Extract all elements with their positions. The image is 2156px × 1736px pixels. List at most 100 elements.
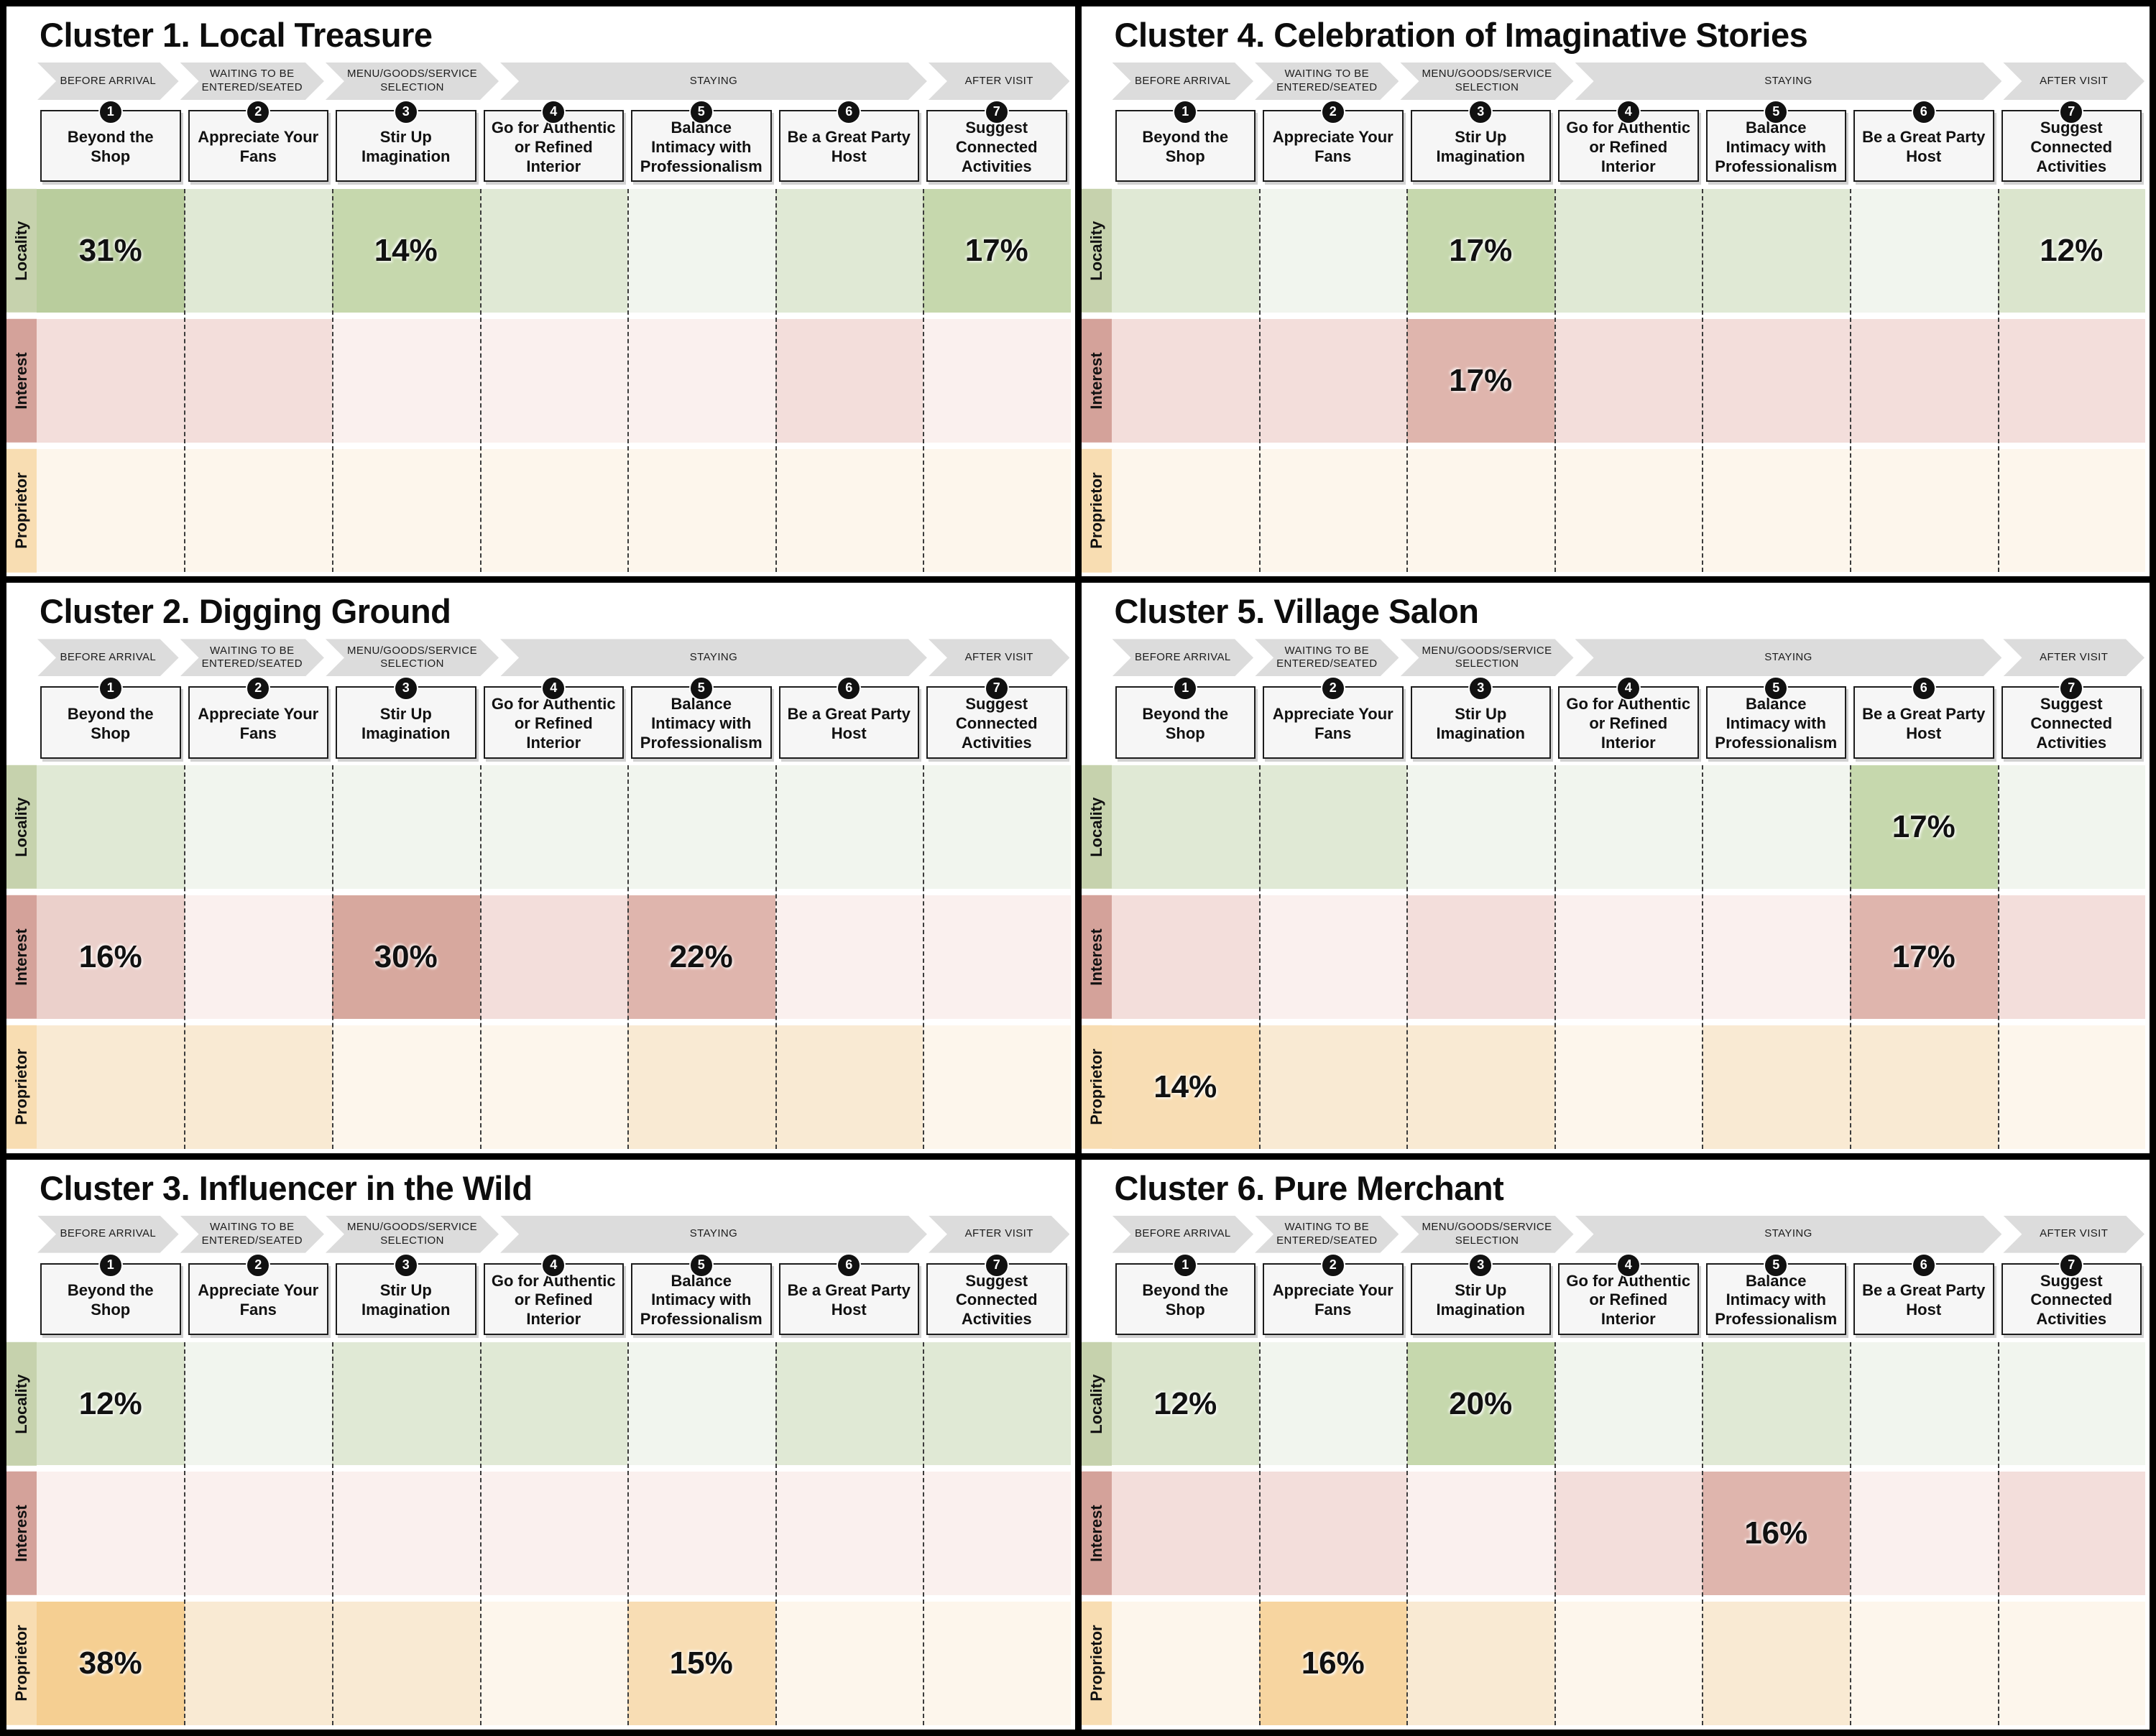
heatmap-cell (1702, 1342, 1850, 1466)
phase-chevron: BEFORE ARRIVAL (37, 639, 179, 676)
journey-step-box: 2 Appreciate Your Fans (1263, 676, 1404, 759)
heatmap-cell (1406, 1025, 1554, 1149)
step-number-badge: 5 (688, 100, 714, 124)
heatmap-cell (923, 1342, 1071, 1466)
heatmap-cell (1111, 895, 1259, 1019)
step-label: Suggest Connected Activities (955, 1271, 1038, 1329)
heatmap-cell (37, 1025, 185, 1149)
journey-step-box: 6 Be a Great Party Host (778, 676, 919, 759)
step-label: Stir Up Imagination (361, 128, 451, 166)
heatmap-cell (1554, 1025, 1703, 1149)
step-number-badge: 1 (98, 1252, 123, 1278)
heatmap-cell (1702, 1025, 1850, 1149)
heatmap-cell (1259, 189, 1407, 313)
step-number-badge: 4 (1616, 676, 1641, 701)
heatmap-cell (1997, 1025, 2145, 1149)
journey-step-box: 3 Stir Up Imagination (1410, 100, 1551, 183)
heatmap-cell (37, 1472, 185, 1596)
journey-step-box: 1 Beyond the Shop (1115, 1252, 1256, 1336)
step-number-badge: 3 (393, 676, 418, 701)
step-label: Balance Intimacy with Professionalism (640, 119, 763, 175)
heatmap-cell (332, 1342, 480, 1466)
journey-step-box: 5 Balance Intimacy with Professionalism (631, 676, 772, 759)
heatmap-row: Locality (6, 765, 1071, 890)
cluster-panel-6: Cluster 6. Pure Merchant BEFORE ARRIVAL W… (1081, 1159, 2150, 1730)
heatmap-cell-value: 17% (1406, 318, 1554, 443)
heatmap-cell (1554, 318, 1703, 443)
phase-chevron: WAITING TO BE ENTERED/SEATED (180, 1216, 324, 1253)
heatmap-cell (1850, 318, 1998, 443)
journey-step-box: 3 Stir Up Imagination (1410, 1252, 1551, 1336)
phase-chevron: MENU/GOODS/SERVICE SELECTION (1400, 639, 1573, 676)
heatmap-cell-value: 17% (1406, 189, 1554, 313)
panel-title: Cluster 4. Celebration of Imaginative St… (1114, 16, 1808, 54)
heatmap-cell (1997, 1342, 2145, 1466)
heatmap-cell (1997, 448, 2145, 573)
step-label: Balance Intimacy with Professionalism (1715, 119, 1838, 175)
heatmap-cell (923, 1602, 1071, 1725)
heatmap-cell (1850, 448, 1998, 573)
journey-step-box: 7 Suggest Connected Activities (2001, 676, 2142, 759)
step-number-badge: 7 (2059, 676, 2084, 701)
heatmap-cell (1702, 189, 1850, 313)
phase-chevron: AFTER VISIT (2003, 639, 2145, 676)
phase-chevron: AFTER VISIT (2003, 1216, 2145, 1253)
step-number-badge: 2 (246, 1252, 271, 1278)
journey-step-box: 6 Be a Great Party Host (1853, 676, 1994, 759)
phase-chevron: BEFORE ARRIVAL (37, 63, 179, 100)
heatmap-cell-value: 17% (1850, 765, 1998, 890)
cluster-panel-1: Cluster 1. Local Treasure BEFORE ARRIVAL… (6, 6, 1075, 577)
journey-step-box: 4 Go for Authentic or Refined Interior (1558, 1252, 1699, 1336)
heatmap-cell (479, 189, 627, 313)
steps-row: 1 Beyond the Shop 2 Appreciate Your Fans 3 St… (37, 1252, 1071, 1336)
heatmap-cell (1406, 765, 1554, 890)
heatmap-cell (923, 448, 1071, 573)
heatmap-cell (1111, 1472, 1259, 1596)
heatmap-row: Locality 31% 14% 17% (6, 189, 1071, 313)
step-number-badge: 1 (1173, 100, 1198, 124)
step-number-badge: 6 (1911, 100, 1936, 124)
heatmap-cell (37, 765, 185, 890)
step-label: Go for Authentic or Refined Interior (491, 1271, 616, 1329)
step-label: Stir Up Imagination (361, 1281, 451, 1319)
journey-step-box: 7 Suggest Connected Activities (2001, 1252, 2142, 1336)
journey-step-box: 2 Appreciate Your Fans (1263, 100, 1404, 183)
journey-step-box: 3 Stir Up Imagination (336, 100, 476, 183)
step-number-badge: 5 (688, 676, 714, 701)
phase-chevron: MENU/GOODS/SERVICE SELECTION (1400, 1216, 1573, 1253)
step-label: Beyond the Shop (1142, 1281, 1229, 1319)
step-label: Beyond the Shop (67, 1281, 154, 1319)
phase-chevron: MENU/GOODS/SERVICE SELECTION (1400, 63, 1573, 100)
heatmap-row: Interest 16% 30% 22% (6, 895, 1071, 1019)
heatmap-cell (775, 1025, 923, 1149)
heatmap-cell-value: 38% (37, 1602, 185, 1725)
phase-chevron: BEFORE ARRIVAL (37, 1216, 179, 1253)
journey-step-box: 2 Appreciate Your Fans (188, 100, 328, 183)
step-label: Stir Up Imagination (1436, 128, 1525, 166)
phase-chevron: WAITING TO BE ENTERED/SEATED (1255, 639, 1399, 676)
heatmap-cell (775, 1342, 923, 1466)
heatmap-cell (332, 318, 480, 443)
row-label: Locality (6, 1342, 37, 1466)
heatmap-cell (923, 1025, 1071, 1149)
step-number-badge: 7 (2059, 100, 2084, 124)
journey-step-box: 1 Beyond the Shop (1115, 100, 1256, 183)
heatmap-cell-value: 31% (37, 189, 185, 313)
heatmap-cell-value: 30% (332, 895, 480, 1019)
row-label: Locality (1081, 189, 1112, 313)
cluster-panel-2: Cluster 2. Digging Ground BEFORE ARRIVAL… (6, 583, 1075, 1153)
journey-step-box: 1 Beyond the Shop (40, 1252, 181, 1336)
panel-title: Cluster 2. Digging Ground (40, 592, 451, 631)
heatmap-row: Interest (6, 318, 1071, 443)
step-label: Suggest Connected Activities (955, 695, 1038, 752)
heatmap-cell (332, 1025, 480, 1149)
cluster-panel-5: Cluster 5. Village Salon BEFORE ARRIVAL W… (1081, 583, 2150, 1153)
step-label: Balance Intimacy with Professionalism (1715, 1271, 1838, 1329)
journey-step-box: 4 Go for Authentic or Refined Interior (1558, 100, 1699, 183)
phase-bar: BEFORE ARRIVAL WAITING TO BE ENTERED/SEAT… (37, 63, 1071, 100)
step-number-badge: 6 (837, 100, 862, 124)
step-number-badge: 7 (984, 1252, 1009, 1278)
heatmap-cell (1997, 1602, 2145, 1725)
heatmap: Locality 17% 12% Interest 17% Proprietor (1081, 189, 2145, 573)
